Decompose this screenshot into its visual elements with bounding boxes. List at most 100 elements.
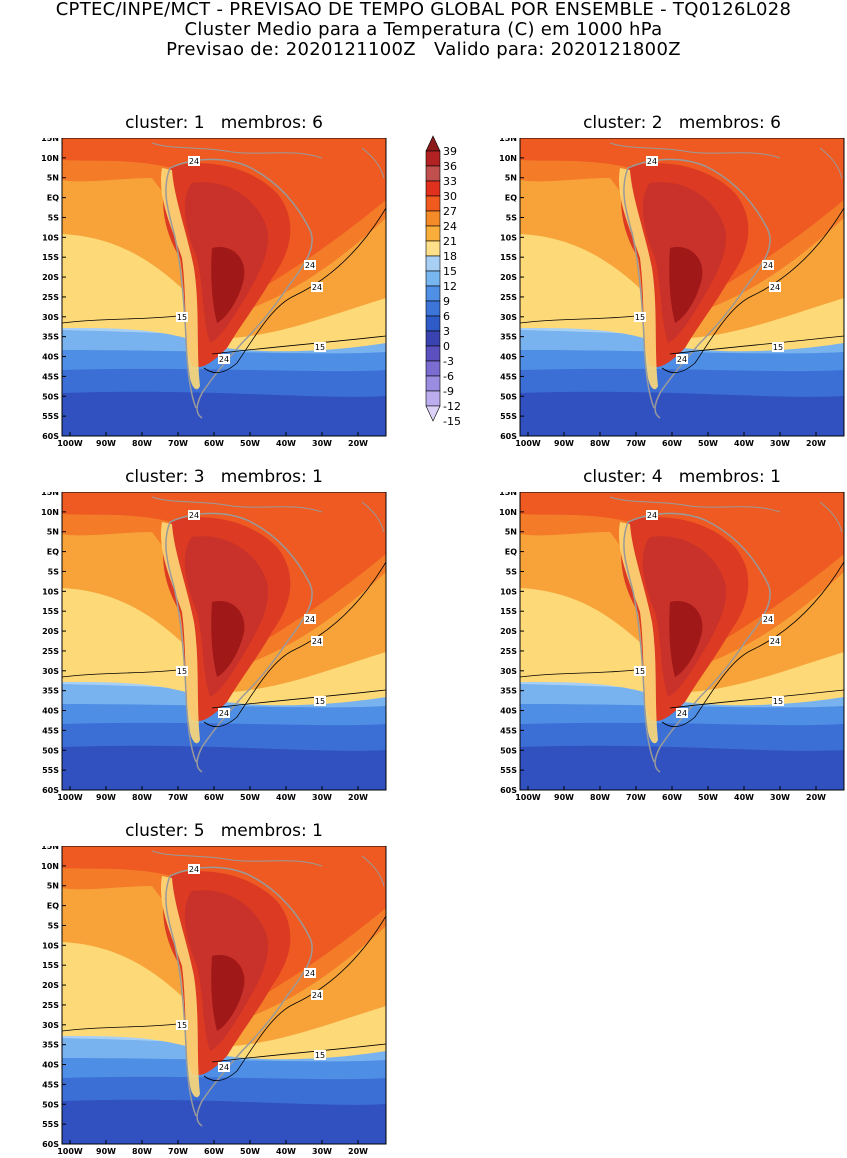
contour-label: 15	[315, 1051, 325, 1060]
caribbean-outline	[151, 496, 385, 533]
colorbar-label: 30	[443, 190, 457, 203]
colorbar-swatch	[425, 285, 441, 302]
lon-label: 90W	[96, 793, 116, 802]
contour-label-box	[304, 260, 316, 270]
coastline	[165, 158, 313, 419]
lat-label: 25S	[500, 293, 517, 302]
map-frame	[519, 492, 845, 791]
contour-label-box	[188, 156, 200, 166]
contour-label: 24	[189, 511, 199, 520]
lat-label: 5S	[506, 567, 518, 576]
lat-label: 20S	[500, 627, 517, 636]
lat-label: EQ	[505, 194, 517, 203]
lat-label: 35S	[500, 333, 517, 342]
contour-label: 15	[635, 667, 645, 676]
lon-label: 50W	[240, 1147, 260, 1156]
caribbean-outline	[609, 142, 843, 179]
map-frame	[61, 138, 387, 437]
lat-label: 5N	[47, 882, 59, 891]
contour-label: 15	[177, 1021, 187, 1030]
lat-label: 15S	[500, 253, 517, 262]
lat-label: 35S	[500, 687, 517, 696]
lat-label: 60S	[42, 786, 59, 795]
lon-label: 70W	[168, 1147, 188, 1156]
band-36c	[211, 955, 245, 1031]
figure-header: CPTEC/INPE/MCT - PREVISAO DE TEMPO GLOBA…	[0, 0, 847, 60]
lat-label: 60S	[500, 786, 517, 795]
lat-label: 15N	[41, 138, 59, 143]
map-panel-cluster-4: 24 24 24 15 24 15 15N 10N 5N EQ 5S 10S 15S 20S 25S 30S 3…	[499, 492, 845, 802]
colorbar-label: 6	[443, 310, 450, 323]
colorbar-swatch	[425, 330, 441, 347]
contour-label-box	[311, 990, 323, 1000]
lat-label: 40S	[42, 1061, 59, 1070]
lat-label: 20S	[42, 627, 59, 636]
lat-label: 25S	[42, 1001, 59, 1010]
lat-label: 10N	[41, 154, 59, 163]
lat-label: 5S	[48, 213, 60, 222]
lon-label: 50W	[698, 439, 718, 448]
contour-label-box	[769, 636, 781, 646]
lat-label: 10S	[500, 587, 517, 596]
lat-label: 15N	[499, 492, 517, 497]
lon-label: 80W	[132, 439, 152, 448]
lat-label: 45S	[500, 726, 517, 735]
contour-label-box	[772, 342, 784, 352]
lat-label: 5N	[47, 528, 59, 537]
lat-label: 40S	[42, 707, 59, 716]
coastline	[165, 512, 313, 773]
colorbar-swatch	[425, 150, 441, 167]
lon-label: 20W	[348, 1147, 368, 1156]
lat-label: EQ	[47, 902, 59, 911]
lon-label: 60W	[662, 793, 682, 802]
lat-label: 30S	[500, 313, 517, 322]
map-frame	[61, 492, 387, 791]
lon-label: 30W	[770, 439, 790, 448]
lat-label: 10S	[42, 233, 59, 242]
contour-label-box	[311, 636, 323, 646]
contour-label-box	[218, 1062, 230, 1072]
colorbar-top-arrow	[425, 135, 441, 152]
contour-label: 15	[635, 313, 645, 322]
lat-label: 25S	[42, 293, 59, 302]
lon-label: 60W	[204, 439, 224, 448]
colorbar-label: 39	[443, 145, 457, 158]
coastline	[165, 866, 313, 1127]
colorbar-swatch	[425, 255, 441, 272]
contour-label: 24	[219, 709, 229, 718]
contour-label-box	[772, 696, 784, 706]
lon-label: 100W	[57, 793, 83, 802]
lat-label: 55S	[42, 766, 59, 775]
lat-label: 30S	[42, 667, 59, 676]
colorbar-label: 0	[443, 340, 450, 353]
colorbar-label: -12	[443, 400, 461, 413]
panel-title-cluster-5: cluster: 5 membros: 1	[125, 821, 323, 841]
header-title: CPTEC/INPE/MCT - PREVISAO DE TEMPO GLOBA…	[55, 0, 792, 20]
band-36c	[211, 601, 245, 677]
contour-label: 24	[763, 261, 773, 270]
caribbean-outline	[151, 142, 385, 179]
panel-title-cluster-4: cluster: 4 membros: 1	[583, 467, 781, 487]
colorbar-label: 36	[443, 160, 457, 173]
lon-label: 80W	[132, 1147, 152, 1156]
colorbar-label: 24	[443, 220, 457, 233]
lat-label: 55S	[42, 412, 59, 421]
colorbar-swatch	[425, 360, 441, 377]
colorbar-label: -3	[443, 355, 454, 368]
colorbar-swatch	[425, 375, 441, 392]
colorbar-swatch	[425, 225, 441, 242]
contour-label-box	[176, 1020, 188, 1030]
contour-line-24	[661, 561, 844, 728]
map-panel-cluster-2: 24 24 24 15 24 15 15N 10N 5N EQ 5S 10S 15S 20S 25S 30S 3…	[499, 138, 845, 448]
contour-line-15-west	[520, 315, 636, 324]
colorbar-swatch	[425, 195, 441, 212]
lat-label: 5N	[505, 174, 517, 183]
lon-label: 20W	[806, 793, 826, 802]
contour-label-box	[176, 312, 188, 322]
caribbean-outline	[151, 850, 385, 887]
lon-label: 20W	[348, 793, 368, 802]
lat-label: 15S	[42, 253, 59, 262]
lon-label: 30W	[312, 439, 332, 448]
lat-label: 40S	[500, 353, 517, 362]
